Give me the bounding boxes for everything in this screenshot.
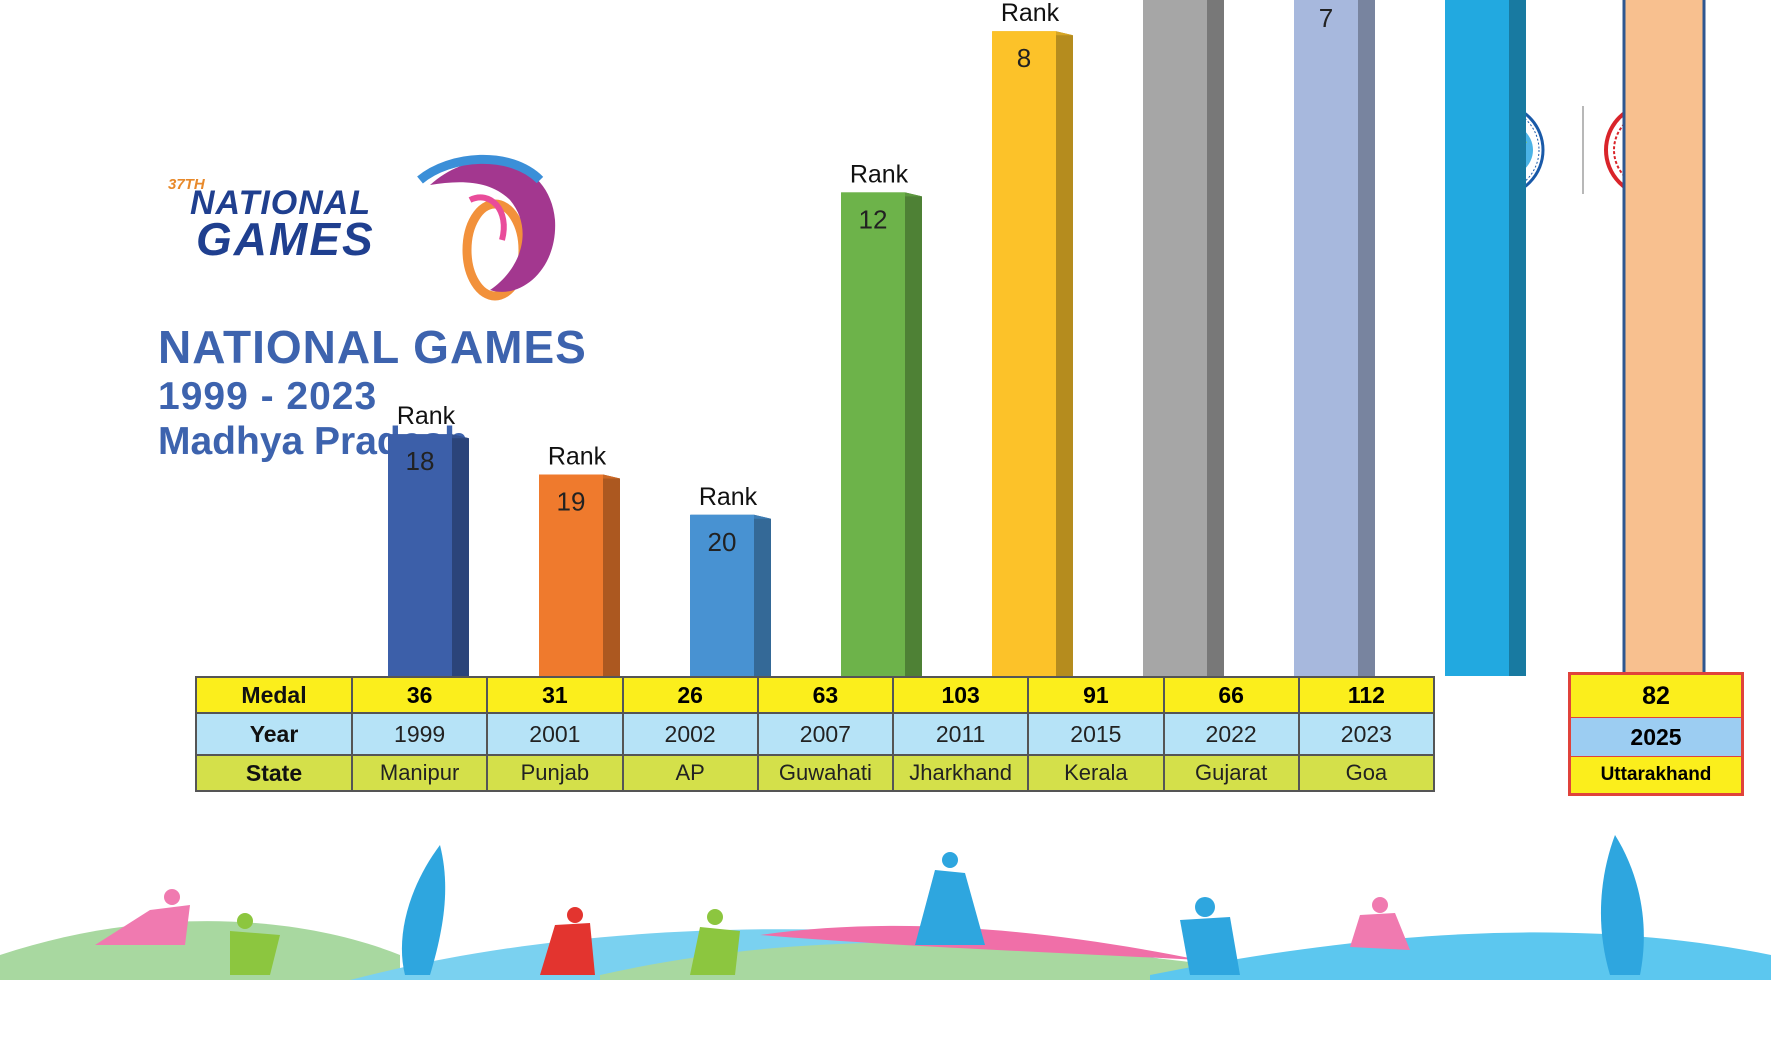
state-cell: AP xyxy=(621,754,759,792)
medal-cell: 103 xyxy=(891,676,1030,714)
medal-cell: 26 xyxy=(621,676,759,714)
medal-cell: 66 xyxy=(1162,676,1300,714)
table-row-state: State Manipur Punjab AP Guwahati Jharkha… xyxy=(195,754,1436,792)
future-row-medal: 82 xyxy=(1569,673,1743,718)
row-header-state: State xyxy=(195,754,353,792)
bar-side xyxy=(1056,31,1073,676)
state-cell: Guwahati xyxy=(756,754,895,792)
bar xyxy=(388,434,452,676)
athlete-silhouettes-icon xyxy=(0,835,1771,980)
medal-cell: 91 xyxy=(1027,676,1165,714)
year-cell: 2002 xyxy=(621,712,759,756)
year-range: 1999 - 2023 xyxy=(158,375,378,418)
bar-side xyxy=(1207,0,1224,676)
table-row-medal: Medal 36 31 26 63 103 91 66 112 xyxy=(195,676,1436,714)
page-title: NATIONAL GAMES xyxy=(158,321,587,373)
row-header-year: Year xyxy=(195,712,353,756)
bar-rank-label: Rank xyxy=(1001,0,1060,27)
bar-value-label: 20 xyxy=(708,527,737,557)
bar xyxy=(992,31,1056,676)
state-cell: Goa xyxy=(1297,754,1436,792)
bar xyxy=(1294,0,1358,676)
bar-side xyxy=(1509,0,1526,676)
bar xyxy=(539,474,603,676)
bar-side xyxy=(603,474,620,676)
bar-rank-label: Rank xyxy=(699,483,758,511)
logo-superscript: 37TH xyxy=(168,176,205,193)
logo-line-games: GAMES xyxy=(196,213,375,265)
bar-side xyxy=(452,434,469,676)
bar-rank-label: Rank xyxy=(548,443,607,471)
state-cell: Jharkhand xyxy=(891,754,1030,792)
bar-value-label: 12 xyxy=(859,204,888,234)
bar xyxy=(1143,0,1207,677)
year-cell: 2001 xyxy=(486,712,624,756)
future-year-cell: 2025 xyxy=(1569,717,1743,757)
bar-side xyxy=(1358,0,1375,676)
state-cell: Gujarat xyxy=(1162,754,1300,792)
state-cell: Punjab xyxy=(486,754,624,792)
year-cell: 2015 xyxy=(1027,712,1165,756)
seal-divider xyxy=(1582,106,1584,194)
bar-value-label: 8 xyxy=(1017,43,1031,73)
future-row-year: 2025 xyxy=(1569,717,1743,757)
state-cell: Kerala xyxy=(1027,754,1165,792)
bar-value-label: 7 xyxy=(1319,3,1333,33)
state-cell: Manipur xyxy=(350,754,489,792)
bar-side xyxy=(905,192,922,676)
bar-side xyxy=(754,514,771,676)
year-cell: 2011 xyxy=(891,712,1030,756)
row-header-medal: Medal xyxy=(195,676,353,714)
logo-ring-icon xyxy=(417,154,556,301)
bar xyxy=(841,192,905,676)
medal-cell: 63 xyxy=(756,676,895,714)
national-games-logo: 37TH NATIONAL GAMES xyxy=(160,140,580,310)
bar-rank-label: Rank xyxy=(397,402,456,430)
medal-cell: 31 xyxy=(486,676,624,714)
table-row-year: Year 1999 2001 2002 2007 2011 2015 2022 … xyxy=(195,712,1436,756)
logo-line-national: NATIONAL xyxy=(190,184,372,222)
medal-cell: 36 xyxy=(350,676,489,714)
bar-rank-label: Rank xyxy=(850,160,909,188)
year-cell: 2023 xyxy=(1297,712,1436,756)
year-cell: 2007 xyxy=(756,712,895,756)
year-cell: 2022 xyxy=(1162,712,1300,756)
future-row-state: Uttarakhand xyxy=(1569,756,1743,795)
future-state-cell: Uttarakhand xyxy=(1569,756,1743,795)
bar xyxy=(690,514,754,676)
future-medal-cell: 82 xyxy=(1569,673,1743,718)
bar-value-label: 18 xyxy=(406,446,435,476)
future-table: 82 2025 Uttarakhand xyxy=(1568,672,1744,796)
results-table: Medal 36 31 26 63 103 91 66 112 Year 199… xyxy=(195,676,1436,792)
bar-value-label: 19 xyxy=(557,487,586,517)
future-bar xyxy=(1622,0,1706,676)
medal-cell: 112 xyxy=(1297,676,1436,714)
year-cell: 1999 xyxy=(350,712,489,756)
bar xyxy=(1445,0,1509,676)
